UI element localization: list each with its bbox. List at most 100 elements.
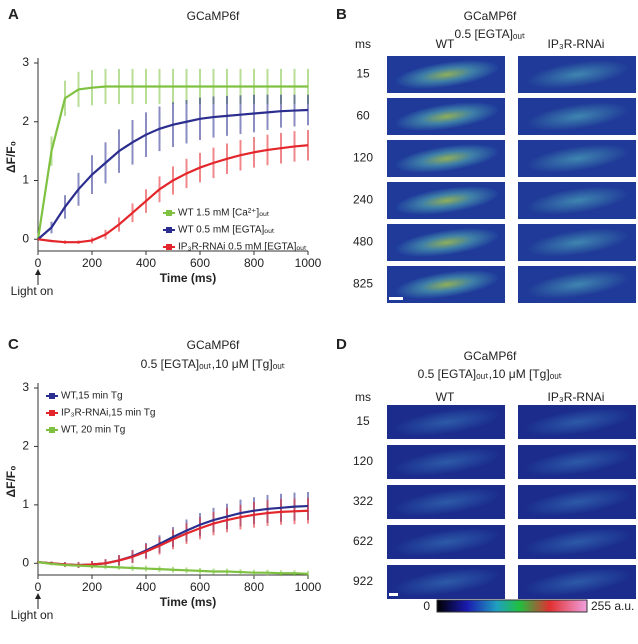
panel-subtitle: 0.5 [EGTA]ₒᵤₜ,10 μM [Tg]ₒᵤₜ: [418, 367, 563, 381]
legend-label: WT 0.5 mM [EGTA]ₒᵤₜ: [178, 225, 275, 236]
legend-label: WT,15 min Tg: [61, 391, 123, 402]
row-label: 240: [353, 193, 373, 207]
scale-bar: [389, 593, 398, 596]
chart-title: GCaMP6f: [187, 338, 240, 352]
y-tick-label: 3: [22, 55, 29, 69]
x-tick-label: 400: [136, 256, 156, 270]
cell-signal: [395, 568, 499, 596]
series-line: [37, 561, 309, 575]
y-tick-label: 2: [22, 114, 29, 128]
cell-signal: [395, 408, 499, 436]
x-tick-label: 400: [136, 580, 156, 594]
annotation: Light on: [11, 608, 54, 622]
row-label: 15: [356, 67, 370, 81]
colorbar-max: 255 a.u.: [591, 599, 634, 613]
cell-signal: [395, 102, 499, 131]
cell-signal: [526, 488, 630, 516]
y-axis-label: ΔF/F₀: [4, 465, 18, 497]
x-tick-label: 1000: [295, 256, 322, 270]
x-axis-label: Time (ms): [160, 595, 216, 609]
cell-signal: [395, 270, 499, 299]
x-tick-label: 800: [244, 256, 264, 270]
panel-title: GCaMP6f: [464, 9, 517, 23]
light-arrowhead: [35, 269, 41, 275]
annotation: Light on: [11, 284, 54, 298]
legend-marker: [166, 227, 172, 233]
legend-marker: [49, 393, 55, 399]
row-label: 622: [353, 534, 373, 548]
row-label: 922: [353, 574, 373, 588]
legend-marker: [166, 210, 172, 216]
x-tick-label: 800: [244, 580, 264, 594]
series-line: [36, 85, 308, 240]
legend-label: WT 1.5 mM [Ca²⁺]ₒᵤₜ: [178, 208, 270, 219]
colorbar-min: 0: [423, 599, 430, 613]
legend-marker: [166, 244, 172, 250]
x-tick-label: 1000: [295, 580, 322, 594]
cell-signal: [395, 528, 499, 556]
cell-signal: [395, 488, 499, 516]
legend-marker: [49, 410, 55, 416]
y-tick-label: 1: [22, 173, 29, 187]
x-tick-label: 600: [190, 256, 210, 270]
x-tick-label: 0: [35, 256, 42, 270]
y-axis-label: ΔF/F₀: [4, 141, 18, 173]
x-tick-label: 600: [190, 580, 210, 594]
x-axis-label: Time (ms): [160, 271, 216, 285]
legend-label: IP₃R-RNAi,15 min Tg: [61, 408, 155, 419]
cell-signal: [526, 144, 630, 173]
panel-letter: B: [336, 6, 347, 23]
cell-signal: [526, 186, 630, 215]
cell-signal: [526, 228, 630, 257]
y-tick-label: 3: [22, 380, 29, 394]
column-label: IP₃R-RNAi: [548, 37, 605, 51]
x-tick-label: 0: [35, 580, 42, 594]
series-line: [37, 144, 309, 244]
cell-signal: [526, 448, 630, 476]
chart-title: GCaMP6f: [187, 9, 240, 23]
row-label: 60: [356, 109, 370, 123]
y-tick-label: 1: [22, 497, 29, 511]
column-label: WT: [436, 37, 455, 51]
cell-signal: [526, 102, 630, 131]
column-label: WT: [436, 390, 455, 404]
cell-signal: [526, 270, 630, 299]
row-header: ms: [355, 390, 371, 404]
legend-label: IP₃R-RNAi 0.5 mM [EGTA]ₒᵤₜ: [178, 242, 307, 253]
chart-subtitle: 0.5 [EGTA]ₒᵤₜ,10 μM [Tg]ₒᵤₜ: [141, 357, 286, 371]
cell-signal: [526, 528, 630, 556]
series-line: [37, 108, 309, 241]
panel-subtitle: 0.5 [EGTA]ₒᵤₜ: [454, 27, 525, 41]
row-header: ms: [355, 37, 371, 51]
panel-letter: C: [8, 336, 19, 353]
cell-signal: [395, 60, 499, 89]
y-tick-label: 2: [22, 439, 29, 453]
row-label: 825: [353, 277, 373, 291]
cell-signal: [395, 228, 499, 257]
row-label: 120: [353, 151, 373, 165]
panel-letter: A: [8, 6, 19, 23]
cell-signal: [395, 448, 499, 476]
legend-label: WT, 20 min Tg: [61, 425, 125, 436]
x-tick-label: 200: [82, 580, 102, 594]
row-label: 15: [356, 414, 370, 428]
cell-signal: [526, 60, 630, 89]
cell-signal: [395, 144, 499, 173]
column-label: IP₃R-RNAi: [548, 390, 605, 404]
scale-bar: [389, 297, 403, 300]
x-tick-label: 200: [82, 256, 102, 270]
panel-title: GCaMP6f: [464, 349, 517, 363]
light-arrowhead: [35, 593, 41, 599]
colorbar: [436, 599, 588, 613]
panel-letter: D: [336, 336, 347, 353]
legend-marker: [49, 427, 55, 433]
row-label: 120: [353, 454, 373, 468]
y-tick-label: 0: [22, 231, 29, 245]
cell-signal: [526, 408, 630, 436]
cell-signal: [526, 568, 630, 596]
y-tick-label: 0: [22, 555, 29, 569]
row-label: 480: [353, 235, 373, 249]
row-label: 322: [353, 494, 373, 508]
cell-signal: [395, 186, 499, 215]
